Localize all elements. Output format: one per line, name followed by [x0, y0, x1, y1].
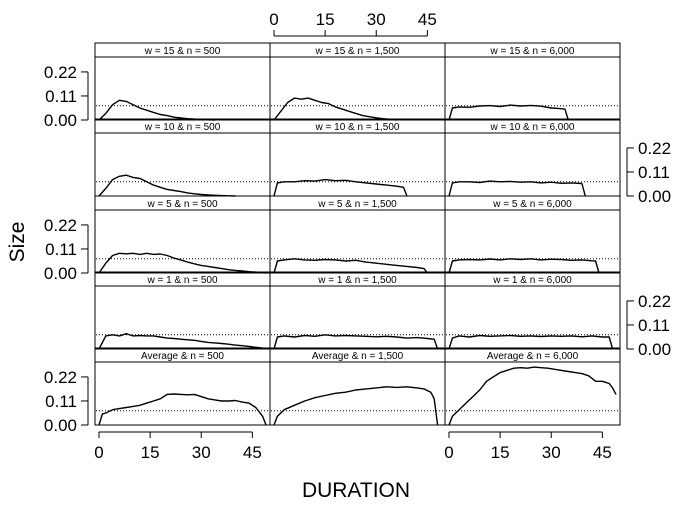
panel-strip-label: w = 1 & n = 6,000 [492, 275, 572, 286]
panel-strip-label: w = 5 & n = 6,000 [492, 199, 572, 210]
panel: Average & n = 6,000 [444, 347, 621, 426]
panel: w = 1 & n = 6,000 [444, 271, 621, 350]
series-line [448, 104, 569, 121]
x-tick-label: 15 [141, 443, 160, 462]
y-tick-label: 0.00 [638, 187, 671, 206]
panel: Average & n = 500 [94, 347, 271, 426]
panel-frame [444, 347, 621, 426]
y-tick-label: 0.00 [44, 416, 77, 435]
panel: w = 15 & n = 1,500 [269, 42, 446, 121]
panel: Average & n = 1,500 [269, 347, 446, 426]
panel-strip-label: w = 15 & n = 6,000 [490, 46, 575, 57]
x-tick-label: 15 [491, 443, 510, 462]
y-tick-label: 0.11 [45, 240, 77, 259]
series-line [273, 334, 439, 350]
x-tick-label: 15 [316, 10, 335, 29]
panel-strip-label: w = 5 & n = 500 [146, 199, 217, 210]
left-y-axes: 0.22 0.11 0.00 0.22 0.11 0.00 0.22 0.11 0.00 [44, 63, 89, 435]
panel-strip-label: Average & n = 6,000 [487, 351, 579, 362]
panel-strip-label: w = 10 & n = 500 [144, 122, 221, 133]
x-tick-label: 30 [192, 443, 211, 462]
x-tick-label: 45 [243, 443, 262, 462]
panel-strip-label: Average & n = 500 [141, 351, 224, 362]
y-tick-label: 0.11 [45, 87, 77, 106]
panel-strip-label: w = 1 & n = 1,500 [317, 275, 397, 286]
panel-strip-label: w = 1 & n = 500 [146, 275, 217, 286]
series-line [98, 393, 267, 426]
series-line [273, 258, 428, 274]
series-line [98, 99, 215, 121]
y-axis-title: Size [6, 222, 29, 263]
panel-frame [444, 195, 621, 274]
series-line [448, 180, 586, 197]
panel-strip-label: w = 10 & n = 6,000 [490, 122, 575, 133]
x-axis-title: DURATION [302, 479, 410, 502]
y-tick-label: 0.00 [44, 111, 77, 130]
panel-strip-label: w = 15 & n = 500 [144, 46, 221, 57]
panel-frame [444, 42, 621, 121]
series-line [273, 178, 408, 197]
panel: w = 5 & n = 500 [94, 195, 271, 274]
panel: w = 5 & n = 6,000 [444, 195, 621, 274]
series-line [273, 97, 397, 121]
panel-grid: w = 15 & n = 500 w = 15 & n = 1,500 w = 15… [94, 42, 621, 426]
y-tick-label: 0.22 [638, 139, 671, 158]
panel: w = 5 & n = 1,500 [269, 195, 446, 274]
right-y-axes: 0.22 0.11 0.00 0.22 0.11 0.00 [626, 139, 671, 359]
panel: w = 15 & n = 500 [94, 42, 271, 121]
y-tick-label: 0.22 [44, 216, 77, 235]
y-tick-label: 0.00 [44, 264, 77, 283]
y-tick-label: 0.22 [44, 368, 77, 387]
series-line [98, 174, 236, 197]
panel: w = 15 & n = 6,000 [444, 42, 621, 121]
panel-strip-label: w = 15 & n = 1,500 [315, 46, 400, 57]
panel-strip-label: w = 5 & n = 1,500 [317, 199, 397, 210]
top-x-axis: 0 15 30 45 [269, 10, 437, 37]
series-line [448, 258, 600, 274]
bottom-x-axes: 0 15 30 45 0 15 30 45 [94, 431, 612, 462]
series-line [273, 386, 439, 426]
panel: w = 1 & n = 1,500 [269, 271, 446, 350]
x-tick-label: 30 [367, 10, 386, 29]
series-line [98, 252, 267, 274]
series-line [98, 333, 267, 350]
y-tick-label: 0.11 [45, 392, 77, 411]
y-tick-label: 0.22 [638, 292, 671, 311]
panel-strip-label: Average & n = 1,500 [312, 351, 404, 362]
panel-strip-label: w = 10 & n = 1,500 [315, 122, 400, 133]
x-tick-label: 0 [94, 443, 103, 462]
series-line [448, 334, 614, 350]
panel: w = 10 & n = 500 [94, 118, 271, 197]
y-tick-label: 0.11 [638, 163, 670, 182]
x-tick-label: 45 [418, 10, 437, 29]
panel: w = 10 & n = 1,500 [269, 118, 446, 197]
x-tick-label: 30 [542, 443, 561, 462]
panel-frame [444, 271, 621, 350]
panel: w = 10 & n = 6,000 [444, 118, 621, 197]
y-tick-label: 0.11 [638, 316, 670, 335]
x-tick-label: 0 [444, 443, 453, 462]
x-tick-label: 0 [269, 10, 278, 29]
y-tick-label: 0.00 [638, 340, 671, 359]
series-line [448, 366, 617, 426]
y-tick-label: 0.22 [44, 63, 77, 82]
panel: w = 1 & n = 500 [94, 271, 271, 350]
x-tick-label: 45 [593, 443, 612, 462]
